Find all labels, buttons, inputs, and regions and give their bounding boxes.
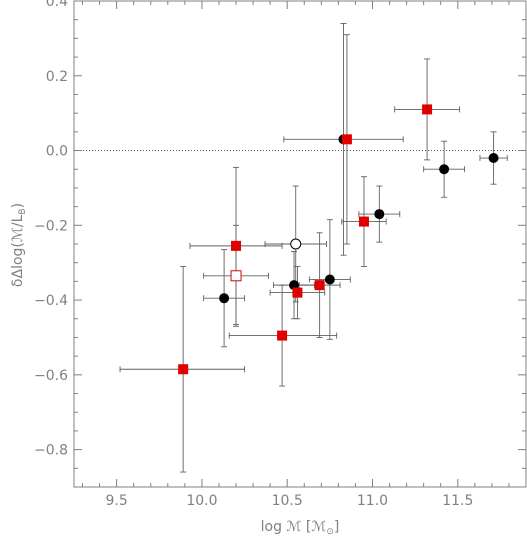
- filled-square-point: [341, 134, 352, 145]
- x-tick-label: 11.5: [442, 493, 473, 509]
- y-tick-label: −0.2: [34, 218, 68, 234]
- data-markers: [178, 104, 499, 375]
- x-tick-label: 9.5: [106, 493, 128, 509]
- y-tick-label: −0.4: [34, 293, 68, 309]
- filled-circle-point: [219, 293, 230, 304]
- filled-square-point: [314, 280, 325, 291]
- filled-square-point: [292, 287, 303, 298]
- x-axis: 9.5 10.0 10.5 11.0 11.5: [82, 1, 510, 509]
- filled-circle-point: [439, 164, 450, 175]
- open-circle-point: [290, 238, 302, 250]
- open-square-point: [230, 270, 242, 282]
- filled-circle-point: [488, 153, 499, 164]
- y-tick-label: −0.8: [34, 443, 68, 459]
- filled-square-point: [178, 364, 189, 375]
- y-tick-label: 0.0: [46, 144, 68, 160]
- x-tick-label: 10.5: [272, 493, 303, 509]
- y-tick-label: 0.4: [46, 0, 68, 10]
- y-axis-label: δΔlog(ℳ/LB): [10, 203, 28, 287]
- filled-circle-point: [374, 209, 385, 220]
- filled-square-point: [277, 330, 288, 341]
- filled-circle-point: [324, 274, 335, 285]
- filled-square-point: [231, 240, 242, 251]
- x-tick-label: 11.0: [357, 493, 388, 509]
- error-bars: [119, 22, 508, 473]
- y-tick-label: −0.6: [34, 368, 68, 384]
- x-axis-label: log ℳ [ℳ⊙]: [261, 519, 340, 537]
- filled-square-point: [358, 216, 369, 227]
- filled-square-point: [422, 104, 433, 115]
- y-tick-label: 0.2: [46, 69, 68, 85]
- y-axis: 0.4 0.2 0.0 −0.2 −0.4 −0.6 −0.8: [34, 0, 526, 469]
- x-tick-label: 10.0: [186, 493, 217, 509]
